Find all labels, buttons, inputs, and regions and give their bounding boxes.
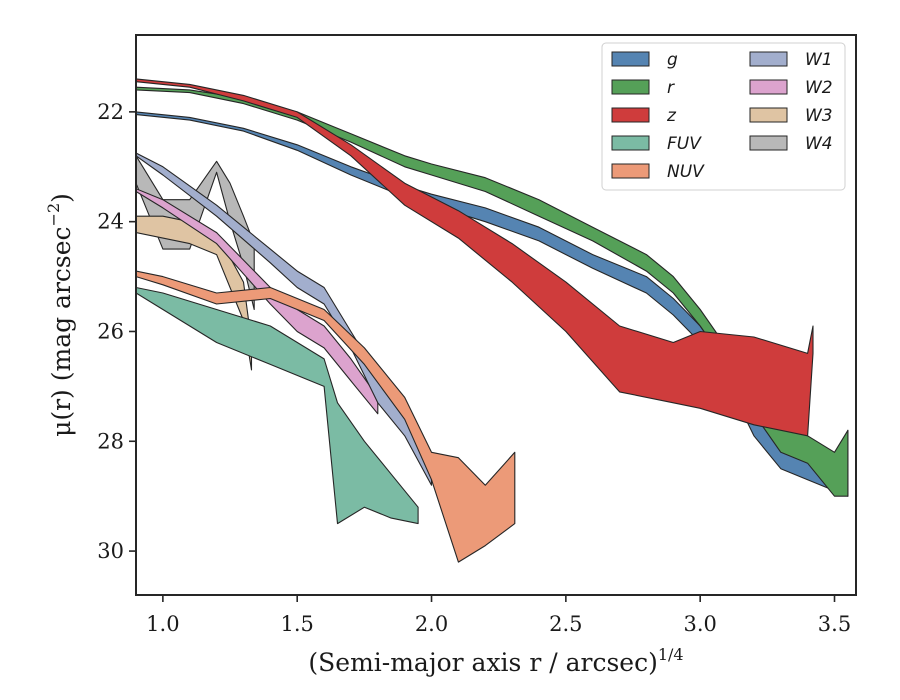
band-fuv [136, 286, 419, 525]
legend-label-w3: W3 [805, 106, 833, 126]
y-tick-label: 22 [97, 100, 124, 124]
legend-label-w2: W2 [805, 78, 833, 98]
band-w1 [136, 152, 433, 486]
x-axis-title: (Semi-major axis r / arcsec)1/4 [308, 645, 683, 677]
legend-label-fuv: FUV [667, 134, 702, 154]
x-tick-label: 3.5 [818, 612, 851, 636]
legend-label-w4: W4 [805, 134, 833, 154]
x-tick-label: 2.5 [549, 612, 582, 636]
legend-swatch-fuv [611, 135, 650, 151]
profile-bands [136, 78, 849, 563]
y-axis-title: μ(r) (mag arcsec−2) [44, 193, 76, 437]
band-w2 [136, 188, 379, 415]
x-tick-label: 1.0 [146, 612, 179, 636]
band-r [136, 86, 849, 497]
legend-swatch-w2 [749, 79, 788, 95]
y-tick-label: 26 [97, 319, 124, 343]
band-z [136, 78, 814, 437]
x-tick-label: 1.5 [280, 612, 313, 636]
legend: grz FUV NUV W1 W2 W3 W4 [601, 42, 846, 191]
legend-swatch-w4 [749, 135, 788, 151]
x-tick-label: 2.0 [415, 612, 448, 636]
x-axis-label-exponent: 1/4 [658, 645, 684, 664]
legend-label-nuv: NUV [667, 162, 705, 182]
legend-label-r: r [667, 78, 675, 98]
legend-label-z: z [666, 106, 677, 126]
x-axis: 1.0 1.5 2.0 2.5 3.0 3.5 [146, 595, 851, 636]
y-axis: 22 24 26 28 30 [97, 100, 136, 563]
y-axis-label-close: ) [47, 193, 76, 203]
legend-swatch-w3 [749, 107, 788, 123]
legend-swatch-r [611, 79, 650, 95]
band-nuv [136, 270, 516, 563]
legend-swatch-nuv [611, 163, 650, 179]
y-axis-label-exponent: −2 [44, 203, 63, 227]
legend-swatch-z [611, 107, 650, 123]
legend-swatch-w1 [749, 51, 788, 67]
x-tick-label: 3.0 [683, 612, 716, 636]
x-axis-label: (Semi-major axis r / arcsec) [308, 648, 657, 677]
legend-swatch-g [611, 51, 650, 67]
legend-label-w1: W1 [805, 50, 833, 70]
y-tick-label: 30 [97, 539, 124, 563]
legend-label-g: g [667, 50, 678, 70]
y-tick-label: 28 [97, 429, 124, 453]
y-axis-label: μ(r) (mag arcsec [47, 226, 76, 436]
y-tick-label: 24 [97, 210, 124, 234]
plot-frame [135, 34, 857, 596]
